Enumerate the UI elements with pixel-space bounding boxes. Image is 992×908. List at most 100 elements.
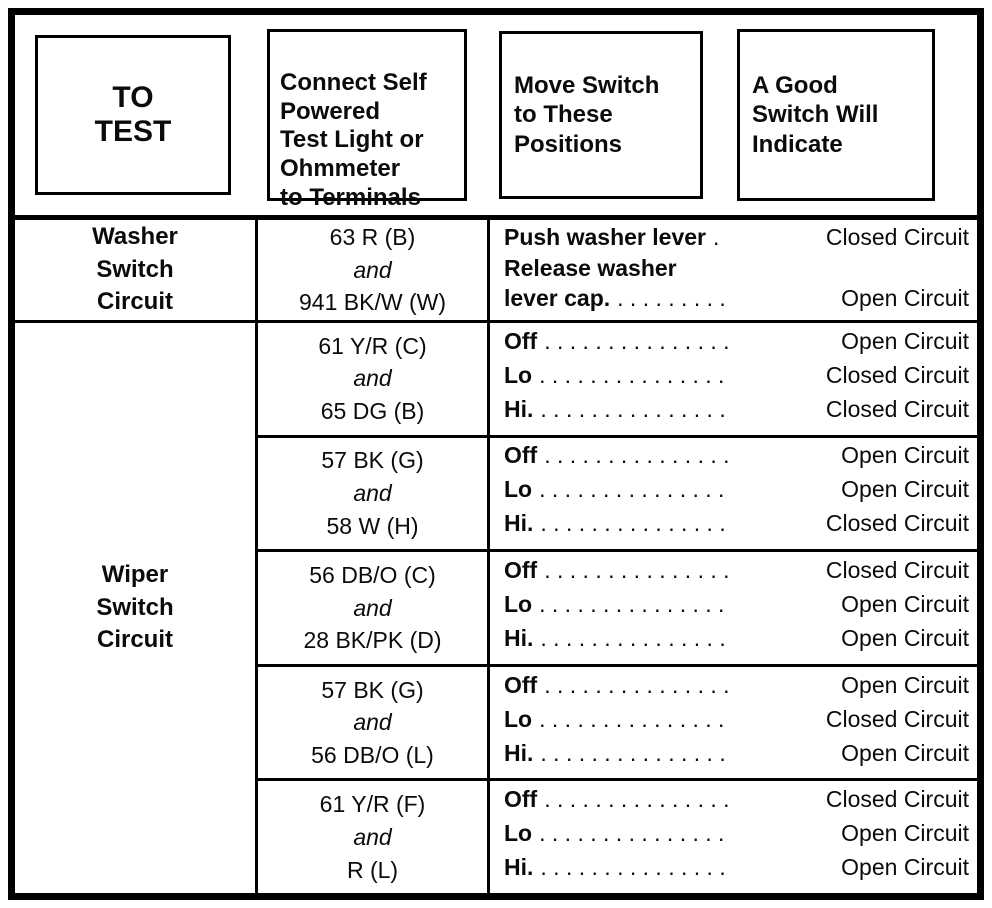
position-label: Off xyxy=(504,327,538,354)
terminal-top: 57 BK (G) xyxy=(321,447,424,474)
header-box-indicate: A Good Switch Will Indicate xyxy=(737,29,935,201)
terminal-and: and xyxy=(353,823,392,850)
terminal-and: and xyxy=(353,480,392,507)
position-result-line: Off . . . . . . . . . . . . . . . Open C… xyxy=(504,672,969,706)
result-label: Open Circuit xyxy=(841,854,969,881)
dot-leader: . . . . . . . . . . . . . . . xyxy=(540,739,726,766)
terminals-cell: 61 Y/R (C) and 65 DG (B) xyxy=(258,323,490,435)
position-result-line: Release washer xyxy=(504,255,969,286)
position-result-line: Lo . . . . . . . . . . . . . . . Open Ci… xyxy=(504,476,969,510)
terminal-and: and xyxy=(353,594,392,621)
dot-leader: . . . . . . . . . . . . . . . xyxy=(544,671,730,698)
position-result-line: Off . . . . . . . . . . . . . . . Closed… xyxy=(504,557,969,591)
result-label: Open Circuit xyxy=(841,476,969,503)
position-result-line: Lo . . . . . . . . . . . . . . . Open Ci… xyxy=(504,820,969,854)
result-label: Open Circuit xyxy=(841,327,969,354)
table-header: TO TEST Connect Self Powered Test Light … xyxy=(15,15,977,215)
position-result-line: Hi. . . . . . . . . . . . . . . . Open C… xyxy=(504,740,969,774)
wiper-subrows: 61 Y/R (C) and 65 DG (B) Off . . . . . .… xyxy=(258,323,977,893)
terminals-cell: 57 BK (G) and 56 DB/O (L) xyxy=(258,666,490,779)
position-label: Lo xyxy=(504,476,533,503)
terminal-bottom: R (L) xyxy=(346,856,399,883)
terminal-top: 57 BK (G) xyxy=(321,676,424,703)
header-terminals-label: Connect Self Powered Test Light or Ohmme… xyxy=(280,68,427,211)
wiper-subrow: 57 BK (G) and 56 DB/O (L) Off . . . . . … xyxy=(258,663,977,779)
result-label: Open Circuit xyxy=(841,590,969,617)
header-box-terminals: Connect Self Powered Test Light or Ohmme… xyxy=(267,29,467,211)
positions-cell: Off . . . . . . . . . . . . . . . Open C… xyxy=(490,438,977,550)
result-label: Open Circuit xyxy=(841,442,969,469)
position-label: lever cap. xyxy=(504,285,611,312)
dot-leader: . . . . . . . . . . . . . . . xyxy=(540,395,726,422)
dot-leader: . . . . . . . . . . . . . . . xyxy=(540,510,726,537)
terminal-bottom: 65 DG (B) xyxy=(320,398,425,425)
terminal-top: 61 Y/R (F) xyxy=(319,791,426,818)
dot-leader: . . . . . . . . . . . . . . . xyxy=(539,476,725,503)
washer-circuit-label: Washer Switch Circuit xyxy=(15,220,258,320)
dot-leader: . . . . . . . . . . . . . . . xyxy=(544,442,730,469)
position-result-line: Lo . . . . . . . . . . . . . . . Closed … xyxy=(504,362,969,396)
position-result-line: Hi. . . . . . . . . . . . . . . . Closed… xyxy=(504,510,969,544)
result-label: Closed Circuit xyxy=(825,395,969,422)
terminal-and: and xyxy=(353,256,392,283)
position-label: Hi. xyxy=(504,739,534,766)
wiper-subrow: 61 Y/R (F) and R (L) Off . . . . . . . .… xyxy=(258,778,977,893)
position-label: Hi. xyxy=(504,510,534,537)
position-result-line: Off . . . . . . . . . . . . . . . Open C… xyxy=(504,328,969,362)
header-positions-label: Move Switch to These Positions xyxy=(514,72,660,158)
position-result-line: Hi. . . . . . . . . . . . . . . . Closed… xyxy=(504,396,969,430)
dot-leader: . . . . . . . . . . . . . . . xyxy=(544,327,730,354)
header-indicate-label: A Good Switch Will Indicate xyxy=(752,72,879,158)
position-result-line: Lo . . . . . . . . . . . . . . . Closed … xyxy=(504,706,969,740)
terminals-cell: 56 DB/O (C) and 28 BK/PK (D) xyxy=(258,552,490,664)
position-label: Release washer xyxy=(504,254,677,281)
result-label: Closed Circuit xyxy=(825,361,969,388)
washer-row: Washer Switch Circuit 63 R (B) and 941 B… xyxy=(15,220,977,323)
result-label: Open Circuit xyxy=(841,671,969,698)
result-label: Open Circuit xyxy=(841,285,969,312)
positions-cell: Off . . . . . . . . . . . . . . . Open C… xyxy=(490,323,977,435)
positions-cell: Off . . . . . . . . . . . . . . . Closed… xyxy=(490,781,977,893)
header-box-to-test: TO TEST xyxy=(35,35,231,195)
table-frame: TO TEST Connect Self Powered Test Light … xyxy=(8,8,984,900)
result-label: Open Circuit xyxy=(841,739,969,766)
position-label: Hi. xyxy=(504,624,534,651)
position-label: Push washer lever xyxy=(504,224,706,250)
position-result-line: Hi. . . . . . . . . . . . . . . . Open C… xyxy=(504,625,969,659)
dot-leader: . . . . . . . . . xyxy=(617,285,726,312)
table-body: Washer Switch Circuit 63 R (B) and 941 B… xyxy=(15,215,977,893)
dot-leader: . . . . . . . . . . . . . . . xyxy=(539,361,725,388)
wiper-subrow: 56 DB/O (C) and 28 BK/PK (D) Off . . . .… xyxy=(258,549,977,664)
result-label: Open Circuit xyxy=(841,820,969,847)
dot-leader: . . . . . . . . . . . . . . . xyxy=(544,556,730,583)
position-label: Off xyxy=(504,556,538,583)
dot-leader: . xyxy=(713,224,720,250)
terminal-and: and xyxy=(353,709,392,736)
position-label: Lo xyxy=(504,705,533,732)
dot-leader: . . . . . . . . . . . . . . . xyxy=(544,786,730,813)
terminal-top: 61 Y/R (C) xyxy=(318,332,427,359)
result-label: Closed Circuit xyxy=(825,786,969,813)
terminal-bottom: 28 BK/PK (D) xyxy=(303,627,442,654)
wiper-subrow: 61 Y/R (C) and 65 DG (B) Off . . . . . .… xyxy=(258,323,977,435)
terminals-cell: 57 BK (G) and 58 W (H) xyxy=(258,437,490,550)
position-label: Off xyxy=(504,671,538,698)
result-label: Closed Circuit xyxy=(825,556,969,583)
result-label: Closed Circuit xyxy=(825,705,969,732)
terminal-top: 63 R (B) xyxy=(329,224,416,251)
position-label: Hi. xyxy=(504,854,534,881)
position-result-line: Hi. . . . . . . . . . . . . . . . Open C… xyxy=(504,854,969,888)
positions-cell: Off . . . . . . . . . . . . . . . Closed… xyxy=(490,552,977,664)
washer-positions-cell: Push washer lever . Closed Circuit Relea… xyxy=(490,220,977,320)
position-label: Off xyxy=(504,786,538,813)
terminal-top: 56 DB/O (C) xyxy=(309,562,436,588)
dot-leader: . . . . . . . . . . . . . . . xyxy=(539,705,725,732)
position-result-line: Off . . . . . . . . . . . . . . . Open C… xyxy=(504,442,969,476)
terminal-bottom: 58 W (H) xyxy=(326,512,419,539)
wiper-section: Wiper Switch Circuit 61 Y/R (C) and 65 D… xyxy=(15,323,977,893)
dot-leader: . . . . . . . . . . . . . . . xyxy=(539,820,725,847)
position-result-line: lever cap. . . . . . . . . . Open Circui… xyxy=(504,285,969,316)
position-label: Hi. xyxy=(504,395,534,422)
result-label: Closed Circuit xyxy=(825,224,969,250)
